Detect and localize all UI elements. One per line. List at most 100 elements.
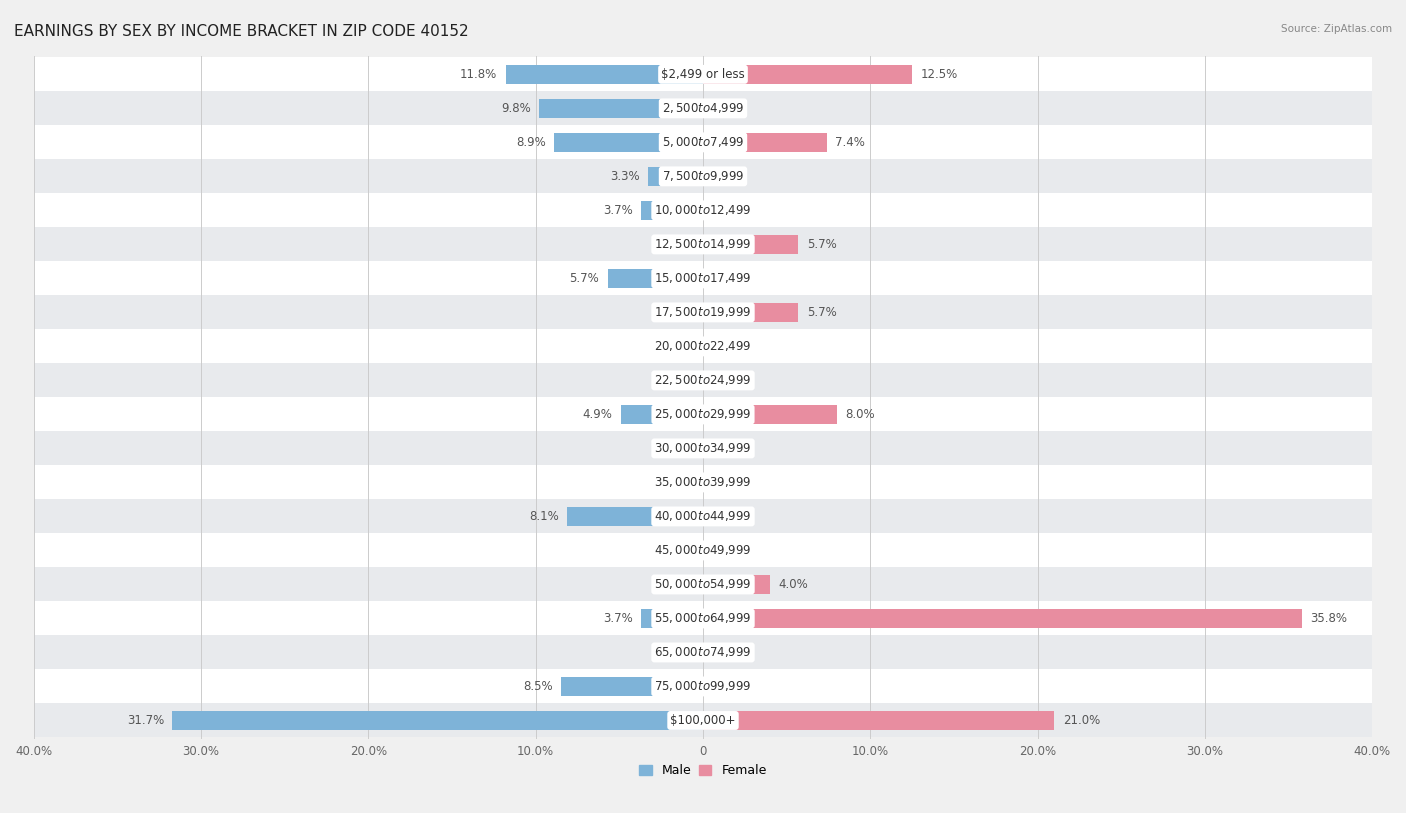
Text: 0.0%: 0.0% bbox=[711, 544, 741, 557]
Bar bbox=[568, 507, 703, 526]
Text: $25,000 to $29,999: $25,000 to $29,999 bbox=[654, 407, 752, 421]
Bar bbox=[34, 567, 1372, 602]
Bar bbox=[34, 602, 1372, 636]
Text: 21.0%: 21.0% bbox=[1063, 714, 1099, 727]
Text: $75,000 to $99,999: $75,000 to $99,999 bbox=[654, 680, 752, 693]
Text: 3.7%: 3.7% bbox=[603, 204, 633, 217]
Bar bbox=[173, 711, 703, 730]
Text: 0.0%: 0.0% bbox=[711, 170, 741, 183]
Text: 0.0%: 0.0% bbox=[665, 646, 695, 659]
Text: $65,000 to $74,999: $65,000 to $74,999 bbox=[654, 646, 752, 659]
Text: 8.0%: 8.0% bbox=[845, 408, 875, 421]
Bar bbox=[641, 609, 703, 628]
Text: 7.4%: 7.4% bbox=[835, 136, 865, 149]
Text: 4.9%: 4.9% bbox=[582, 408, 613, 421]
Text: $7,500 to $9,999: $7,500 to $9,999 bbox=[662, 169, 744, 184]
Text: $17,500 to $19,999: $17,500 to $19,999 bbox=[654, 306, 752, 320]
Text: 0.0%: 0.0% bbox=[665, 442, 695, 455]
Text: 0.0%: 0.0% bbox=[711, 272, 741, 285]
Bar bbox=[703, 133, 827, 152]
Bar bbox=[561, 677, 703, 696]
Bar bbox=[703, 235, 799, 254]
Text: 5.7%: 5.7% bbox=[807, 306, 837, 319]
Bar bbox=[506, 65, 703, 84]
Text: $35,000 to $39,999: $35,000 to $39,999 bbox=[654, 476, 752, 489]
Text: 0.0%: 0.0% bbox=[711, 476, 741, 489]
Bar bbox=[621, 405, 703, 424]
Text: 8.5%: 8.5% bbox=[523, 680, 553, 693]
Text: 0.0%: 0.0% bbox=[665, 340, 695, 353]
Text: $15,000 to $17,499: $15,000 to $17,499 bbox=[654, 272, 752, 285]
Text: $100,000+: $100,000+ bbox=[671, 714, 735, 727]
Bar bbox=[703, 303, 799, 322]
Text: 0.0%: 0.0% bbox=[665, 544, 695, 557]
Bar bbox=[34, 91, 1372, 125]
Text: 0.0%: 0.0% bbox=[665, 476, 695, 489]
Bar bbox=[703, 575, 770, 593]
Text: 0.0%: 0.0% bbox=[711, 204, 741, 217]
Text: 8.1%: 8.1% bbox=[529, 510, 560, 523]
Text: $40,000 to $44,999: $40,000 to $44,999 bbox=[654, 510, 752, 524]
Text: $30,000 to $34,999: $30,000 to $34,999 bbox=[654, 441, 752, 455]
Bar bbox=[703, 405, 837, 424]
Text: 0.0%: 0.0% bbox=[711, 374, 741, 387]
Text: 5.7%: 5.7% bbox=[807, 238, 837, 251]
Bar bbox=[34, 295, 1372, 329]
Text: 4.0%: 4.0% bbox=[779, 578, 808, 591]
Text: 35.8%: 35.8% bbox=[1310, 612, 1347, 625]
Text: 0.0%: 0.0% bbox=[711, 442, 741, 455]
Bar bbox=[34, 636, 1372, 669]
Text: 5.7%: 5.7% bbox=[569, 272, 599, 285]
Text: 12.5%: 12.5% bbox=[921, 67, 957, 80]
Bar bbox=[703, 65, 912, 84]
Bar bbox=[34, 262, 1372, 295]
Bar bbox=[34, 125, 1372, 159]
Text: 11.8%: 11.8% bbox=[460, 67, 498, 80]
Bar bbox=[648, 167, 703, 185]
Bar bbox=[703, 609, 1302, 628]
Text: 0.0%: 0.0% bbox=[665, 578, 695, 591]
Text: 3.7%: 3.7% bbox=[603, 612, 633, 625]
Bar bbox=[34, 533, 1372, 567]
Text: 0.0%: 0.0% bbox=[665, 306, 695, 319]
Text: 0.0%: 0.0% bbox=[711, 646, 741, 659]
Bar bbox=[34, 432, 1372, 465]
Text: $2,500 to $4,999: $2,500 to $4,999 bbox=[662, 102, 744, 115]
Bar bbox=[641, 201, 703, 220]
Text: 0.0%: 0.0% bbox=[711, 510, 741, 523]
Bar bbox=[34, 363, 1372, 398]
Bar bbox=[34, 159, 1372, 193]
Text: $10,000 to $12,499: $10,000 to $12,499 bbox=[654, 203, 752, 217]
Bar bbox=[607, 269, 703, 288]
Text: 31.7%: 31.7% bbox=[127, 714, 165, 727]
Text: $20,000 to $22,499: $20,000 to $22,499 bbox=[654, 339, 752, 354]
Text: 0.0%: 0.0% bbox=[711, 680, 741, 693]
Text: $50,000 to $54,999: $50,000 to $54,999 bbox=[654, 577, 752, 591]
Text: 3.3%: 3.3% bbox=[610, 170, 640, 183]
Bar bbox=[34, 329, 1372, 363]
Bar bbox=[34, 58, 1372, 91]
Bar bbox=[554, 133, 703, 152]
Text: 9.8%: 9.8% bbox=[501, 102, 530, 115]
Text: 0.0%: 0.0% bbox=[711, 102, 741, 115]
Text: Source: ZipAtlas.com: Source: ZipAtlas.com bbox=[1281, 24, 1392, 34]
Bar bbox=[34, 669, 1372, 703]
Bar bbox=[34, 398, 1372, 432]
Text: 8.9%: 8.9% bbox=[516, 136, 546, 149]
Text: $22,500 to $24,999: $22,500 to $24,999 bbox=[654, 373, 752, 388]
Bar bbox=[34, 703, 1372, 737]
Text: 0.0%: 0.0% bbox=[711, 340, 741, 353]
Bar bbox=[538, 99, 703, 118]
Bar bbox=[703, 711, 1054, 730]
Text: EARNINGS BY SEX BY INCOME BRACKET IN ZIP CODE 40152: EARNINGS BY SEX BY INCOME BRACKET IN ZIP… bbox=[14, 24, 468, 39]
Text: $5,000 to $7,499: $5,000 to $7,499 bbox=[662, 136, 744, 150]
Text: 0.0%: 0.0% bbox=[665, 238, 695, 251]
Text: $2,499 or less: $2,499 or less bbox=[661, 67, 745, 80]
Text: $55,000 to $64,999: $55,000 to $64,999 bbox=[654, 611, 752, 625]
Text: $12,500 to $14,999: $12,500 to $14,999 bbox=[654, 237, 752, 251]
Legend: Male, Female: Male, Female bbox=[640, 764, 766, 777]
Bar bbox=[34, 499, 1372, 533]
Bar bbox=[34, 193, 1372, 228]
Bar bbox=[34, 228, 1372, 262]
Text: $45,000 to $49,999: $45,000 to $49,999 bbox=[654, 543, 752, 558]
